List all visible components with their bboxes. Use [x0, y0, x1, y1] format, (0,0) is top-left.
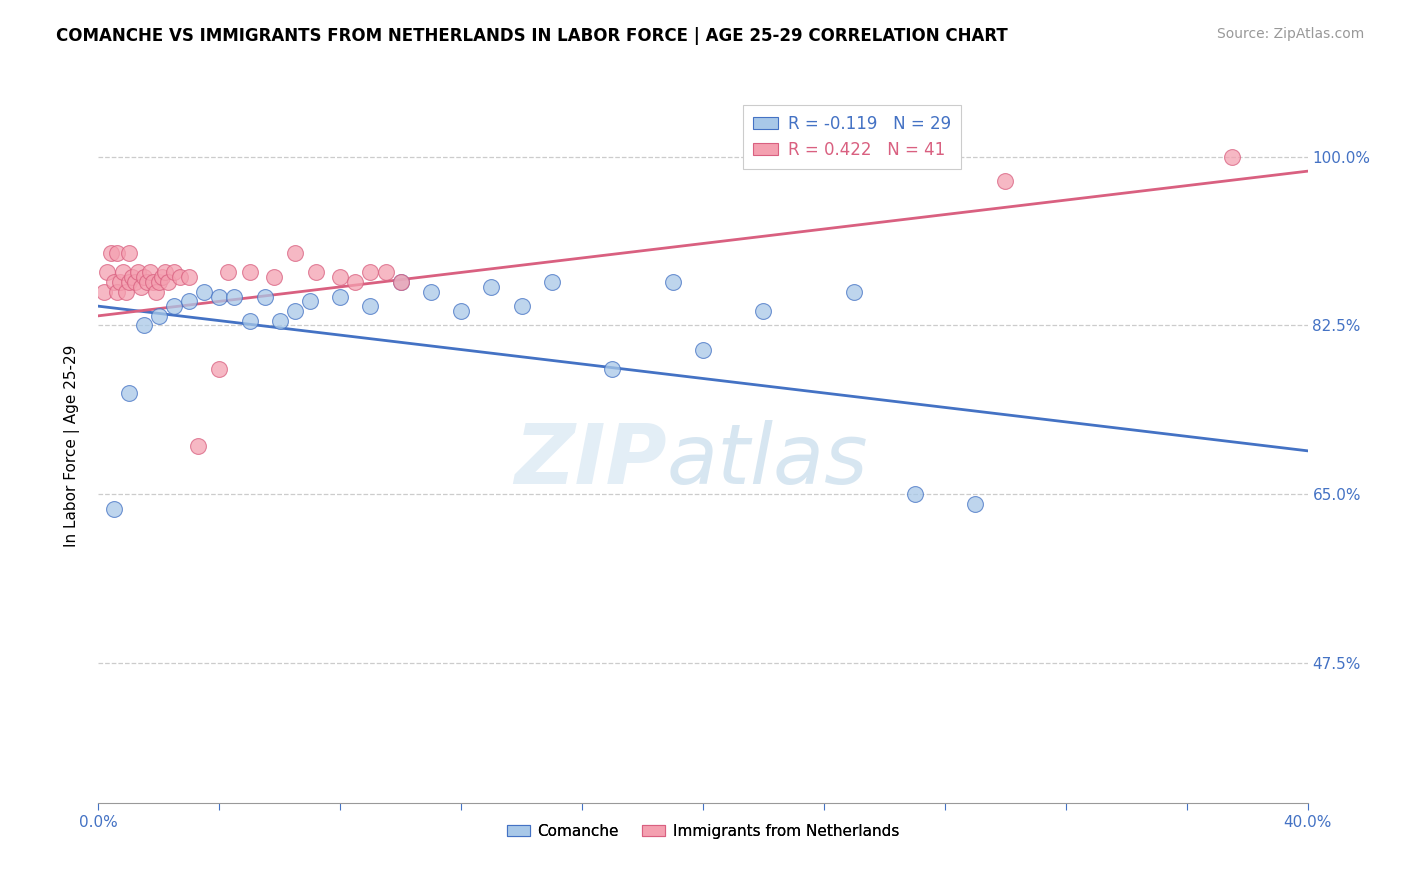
Text: Source: ZipAtlas.com: Source: ZipAtlas.com: [1216, 27, 1364, 41]
Point: [1220, 150, 1243, 164]
Point: [420, 285, 443, 299]
Point: [139, 265, 162, 279]
Point: [100, 246, 122, 260]
Y-axis label: In Labor Force | Age 25-29: In Labor Force | Age 25-29: [63, 345, 80, 547]
Point: [156, 275, 179, 289]
Point: [96, 265, 118, 279]
Point: [263, 270, 285, 285]
Text: ZIP: ZIP: [515, 420, 666, 500]
Point: [329, 289, 352, 303]
Legend: Comanche, Immigrants from Netherlands: Comanche, Immigrants from Netherlands: [501, 818, 905, 845]
Point: [142, 275, 165, 289]
Point: [965, 497, 987, 511]
Point: [661, 275, 683, 289]
Point: [299, 294, 322, 309]
Point: [844, 285, 866, 299]
Point: [217, 265, 239, 279]
Point: [179, 294, 201, 309]
Point: [329, 270, 352, 285]
Point: [179, 270, 201, 285]
Point: [105, 246, 128, 260]
Point: [540, 275, 562, 289]
Point: [389, 275, 412, 289]
Point: [239, 313, 262, 327]
Point: [148, 309, 170, 323]
Point: [602, 362, 624, 376]
Point: [360, 265, 382, 279]
Point: [124, 275, 146, 289]
Point: [163, 265, 186, 279]
Point: [284, 246, 307, 260]
Point: [692, 343, 714, 357]
Point: [111, 265, 134, 279]
Point: [135, 275, 157, 289]
Point: [132, 270, 155, 285]
Point: [163, 299, 186, 313]
Point: [187, 439, 209, 453]
Point: [118, 275, 141, 289]
Point: [118, 386, 141, 401]
Point: [344, 275, 367, 289]
Point: [127, 265, 149, 279]
Point: [148, 275, 170, 289]
Point: [114, 285, 136, 299]
Point: [284, 304, 307, 318]
Point: [510, 299, 533, 313]
Point: [752, 304, 775, 318]
Point: [150, 270, 173, 285]
Point: [208, 289, 231, 303]
Point: [103, 275, 125, 289]
Point: [193, 285, 215, 299]
Point: [105, 285, 128, 299]
Point: [108, 275, 131, 289]
Point: [994, 174, 1017, 188]
Point: [253, 289, 276, 303]
Point: [118, 246, 141, 260]
Point: [904, 487, 927, 501]
Point: [132, 318, 155, 333]
Point: [389, 275, 412, 289]
Point: [374, 265, 396, 279]
Point: [239, 265, 262, 279]
Point: [224, 289, 246, 303]
Point: [93, 285, 115, 299]
Point: [360, 299, 382, 313]
Point: [153, 265, 176, 279]
Point: [103, 501, 125, 516]
Point: [129, 280, 152, 294]
Point: [450, 304, 472, 318]
Point: [481, 280, 503, 294]
Point: [145, 285, 167, 299]
Point: [169, 270, 191, 285]
Text: atlas: atlas: [666, 420, 869, 500]
Point: [121, 270, 143, 285]
Point: [305, 265, 328, 279]
Point: [208, 362, 231, 376]
Text: COMANCHE VS IMMIGRANTS FROM NETHERLANDS IN LABOR FORCE | AGE 25-29 CORRELATION C: COMANCHE VS IMMIGRANTS FROM NETHERLANDS …: [56, 27, 1008, 45]
Point: [269, 313, 291, 327]
